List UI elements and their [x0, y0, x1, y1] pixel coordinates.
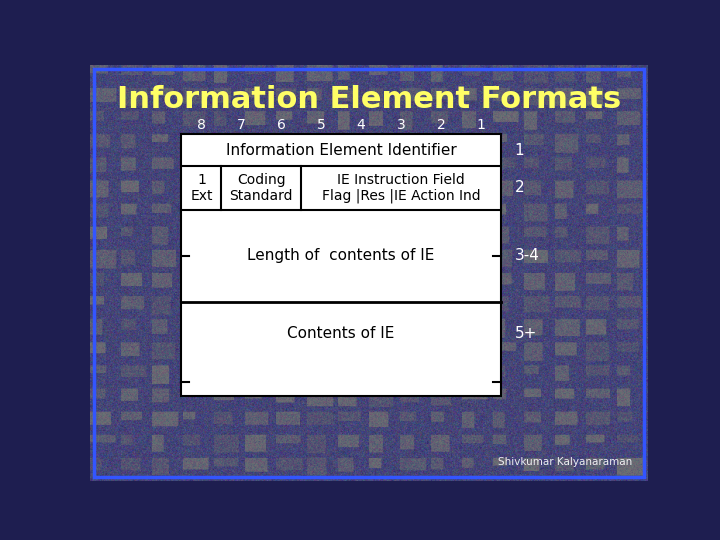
- Text: Information Element Identifier: Information Element Identifier: [226, 143, 456, 158]
- Text: 7: 7: [237, 118, 246, 132]
- Text: 4: 4: [356, 118, 366, 132]
- Text: 1
Ext: 1 Ext: [190, 173, 212, 203]
- Text: Information Element Formats: Information Element Formats: [117, 85, 621, 114]
- Text: 1: 1: [515, 143, 524, 158]
- Text: 2: 2: [515, 180, 524, 195]
- Text: 1: 1: [477, 118, 485, 132]
- Text: 3-4: 3-4: [515, 248, 539, 264]
- Text: 5: 5: [317, 118, 325, 132]
- Text: Length of  contents of IE: Length of contents of IE: [248, 248, 435, 264]
- Text: 2: 2: [436, 118, 445, 132]
- Text: 6: 6: [276, 118, 286, 132]
- Text: Coding
Standard: Coding Standard: [230, 173, 293, 203]
- Text: Contents of IE: Contents of IE: [287, 326, 395, 341]
- Text: 5+: 5+: [515, 326, 537, 341]
- Bar: [181, 134, 500, 396]
- Text: 3: 3: [397, 118, 405, 132]
- Text: Shivkumar Kalyanaraman: Shivkumar Kalyanaraman: [498, 457, 632, 467]
- Text: IE Instruction Field
Flag |Res |IE Action Ind: IE Instruction Field Flag |Res |IE Actio…: [322, 173, 480, 204]
- Text: 8: 8: [197, 118, 206, 132]
